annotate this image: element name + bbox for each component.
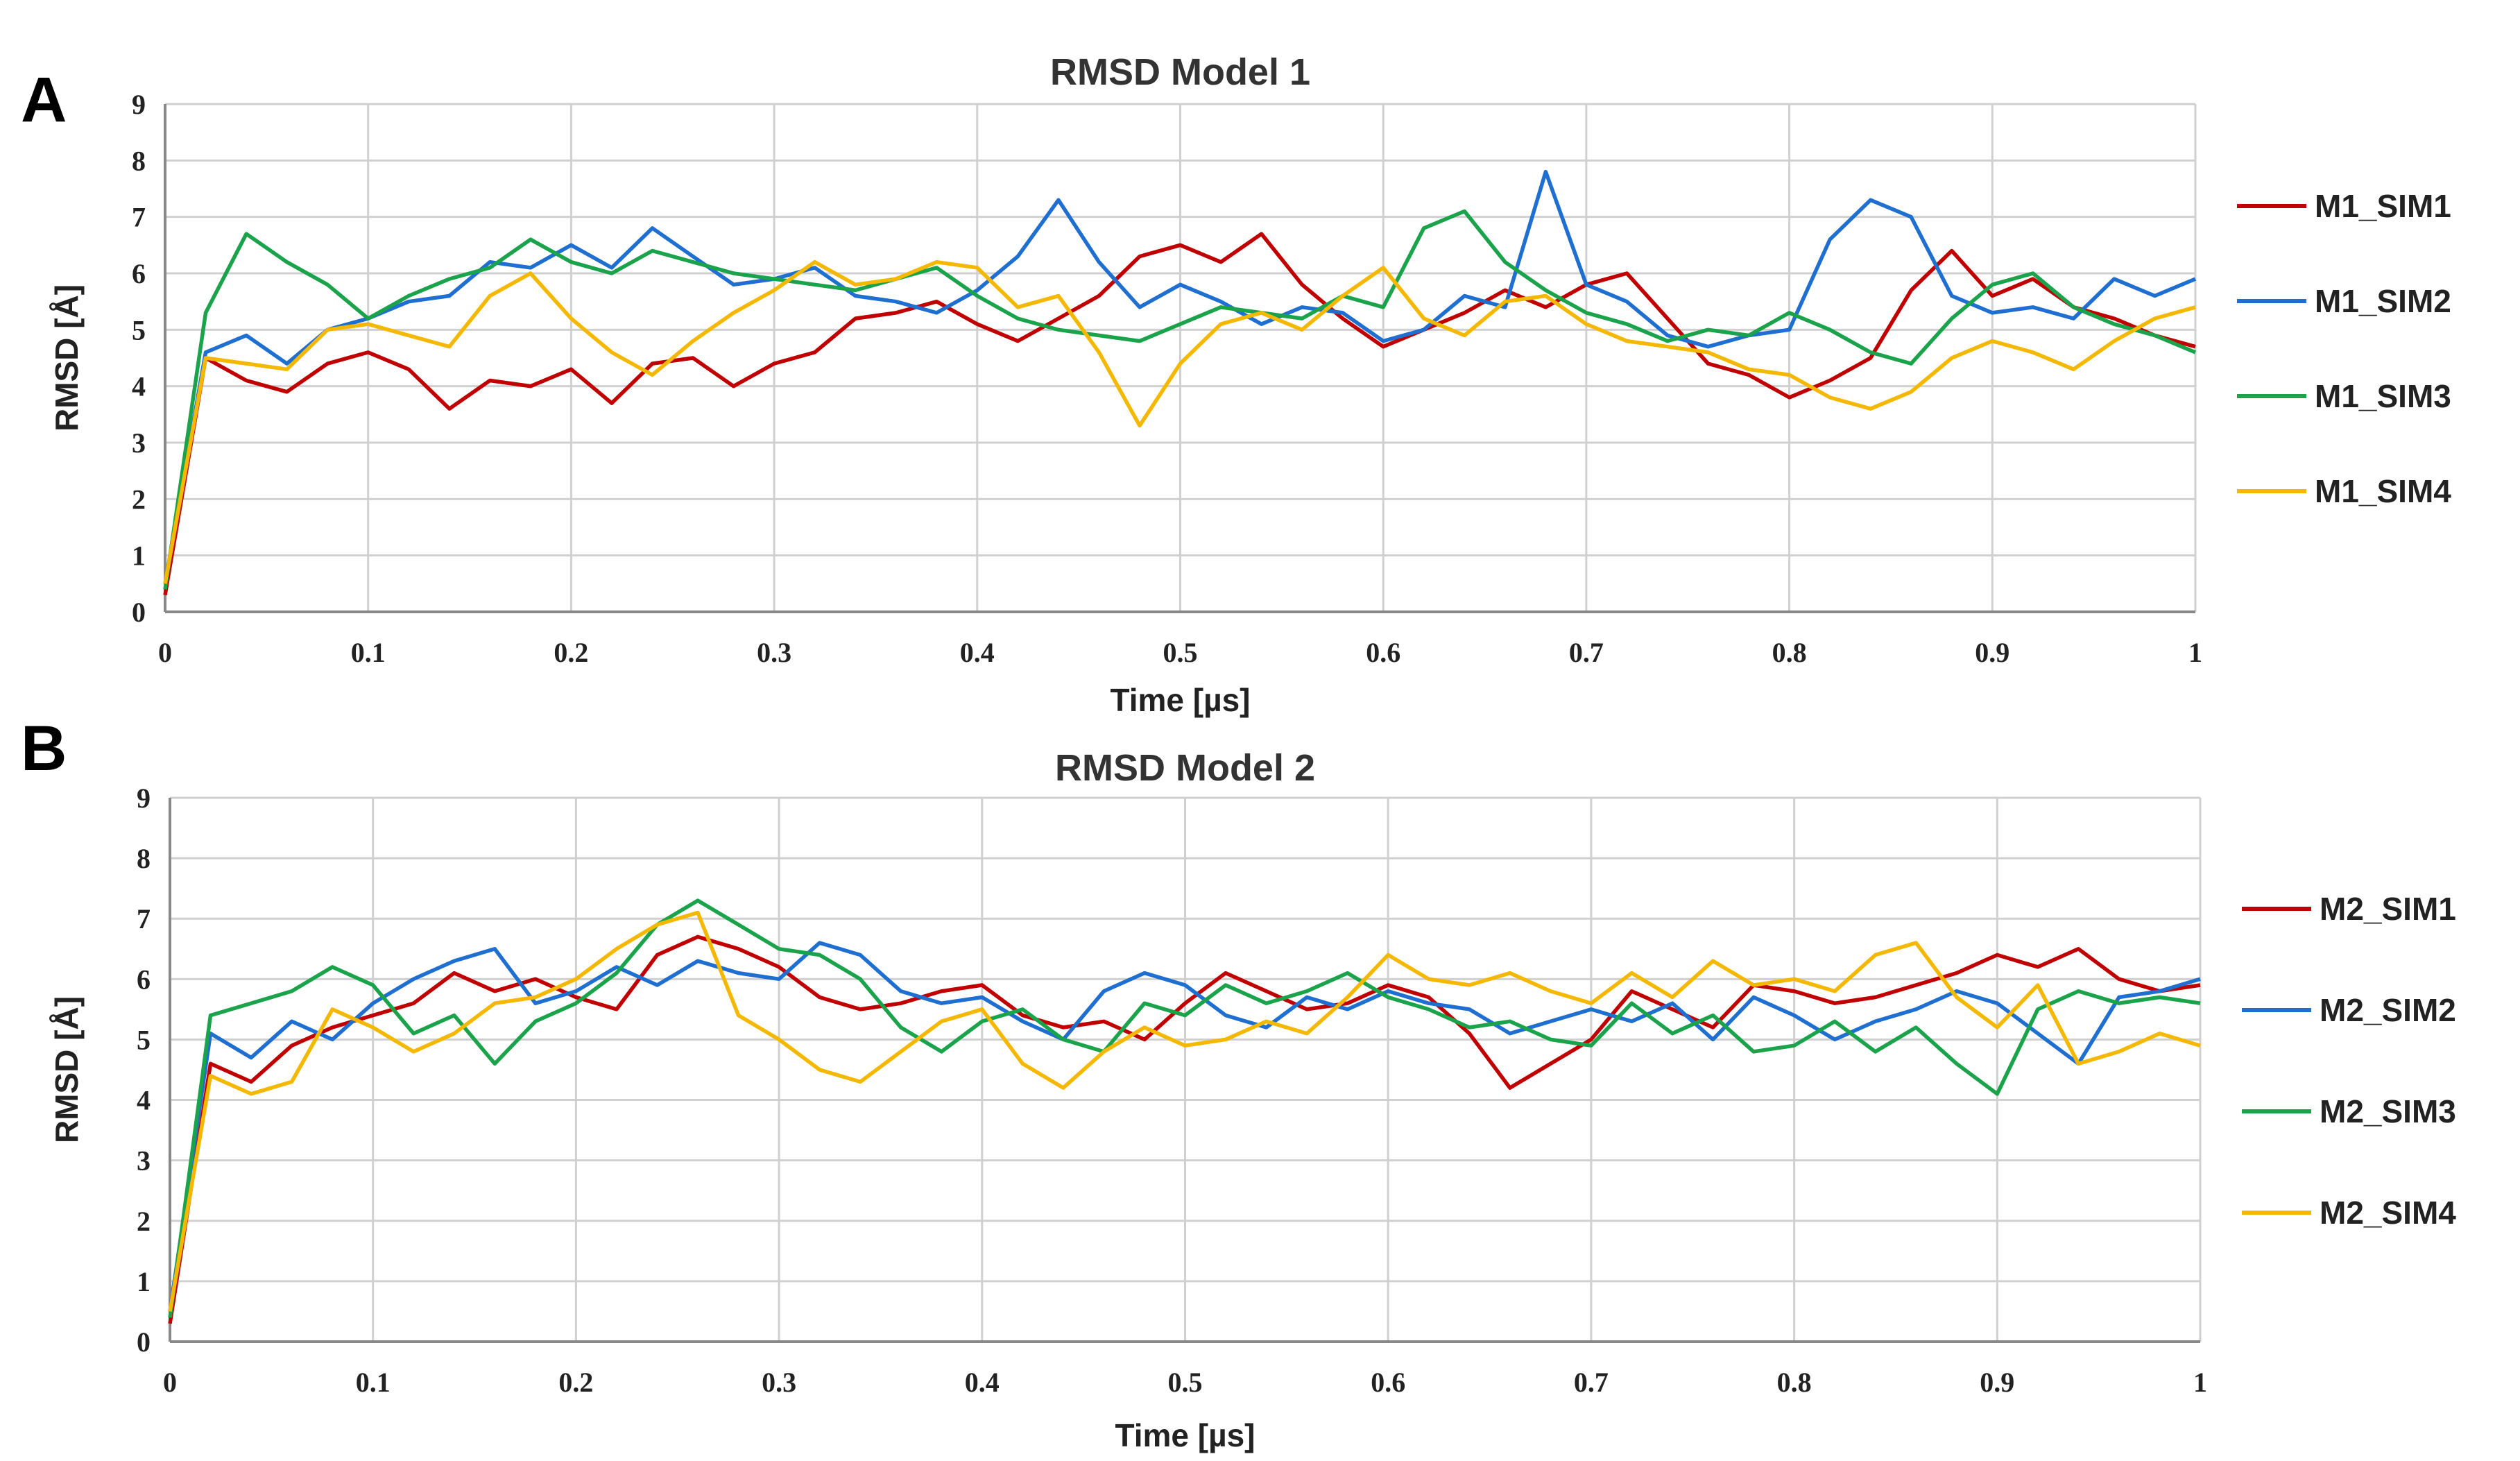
panel-b: B 0 1 2 3 4 5 6 7 8 9 0 0.1 0.2 0.3 0.4 0.5 0.6 0.7 0.8 0.9 1… — [21, 713, 2456, 1453]
x-tick-label: 0.1 — [351, 637, 386, 668]
y-tick-label: 6 — [132, 258, 146, 289]
x-axis-label: Time [µs] — [1110, 682, 1250, 718]
x-tick-label: 0 — [158, 637, 172, 668]
x-tick-label: 0.6 — [1371, 1367, 1405, 1398]
legend: M1_SIM1 M1_SIM2 M1_SIM3 M1_SIM4 — [2237, 188, 2451, 509]
x-axis-label: Time [µs] — [1115, 1417, 1255, 1453]
series-line-m2-sim3 — [168, 898, 2201, 1318]
x-tick-label: 0 — [163, 1367, 177, 1398]
x-tick-label: 0.4 — [965, 1367, 1000, 1398]
y-tick-label: 1 — [132, 540, 146, 572]
series-line-m2-sim1 — [168, 934, 2201, 1324]
panel-a: A 0 1 2 3 4 5 6 7 8 9 0 0.1 0.2 0.3 0.4 0.5 0.6 0.7 0.8 0.9 1… — [21, 51, 2451, 718]
y-tick-label: 4 — [132, 371, 146, 402]
chart-title: RMSD Model 2 — [1055, 747, 1315, 789]
panel-letter: B — [21, 713, 67, 784]
x-tick-label: 1 — [2193, 1367, 2207, 1398]
legend: M2_SIM1 M2_SIM2 M2_SIM3 M2_SIM4 — [2242, 891, 2456, 1231]
x-tick-label: 0.5 — [1163, 637, 1198, 668]
y-tick-label: 6 — [137, 964, 151, 995]
y-tick-label: 8 — [137, 843, 151, 874]
chart-title: RMSD Model 1 — [1050, 51, 1310, 93]
x-tick-label: 0.8 — [1777, 1367, 1812, 1398]
x-tick-label: 0.2 — [554, 637, 588, 668]
y-axis-label: RMSD [Å] — [49, 284, 85, 432]
x-tick-label: 0.1 — [356, 1367, 391, 1398]
x-tick-label: 0.5 — [1168, 1367, 1203, 1398]
y-tick-label: 9 — [132, 89, 146, 120]
y-tick-label: 4 — [137, 1085, 151, 1116]
series-line-m1-sim1 — [163, 232, 2196, 596]
series-line-m1-sim2 — [163, 169, 2197, 584]
x-tick-label: 0.3 — [757, 637, 791, 668]
y-tick-label: 2 — [132, 484, 146, 515]
panel-letter: A — [21, 65, 67, 135]
y-tick-label: 0 — [137, 1326, 151, 1358]
x-tick-label: 0.3 — [762, 1367, 796, 1398]
y-tick-label: 0 — [132, 597, 146, 628]
legend-label: M2_SIM4 — [2320, 1195, 2456, 1231]
legend-label: M1_SIM3 — [2315, 378, 2451, 414]
x-tick-label: 0.8 — [1772, 637, 1807, 668]
x-tick-label: 0.9 — [1975, 637, 2009, 668]
series-line-m1-sim3 — [163, 209, 2197, 590]
x-tick-label: 1 — [2188, 637, 2202, 668]
legend-label: M2_SIM2 — [2320, 992, 2456, 1028]
x-tick-label: 0.6 — [1366, 637, 1400, 668]
y-tick-label: 7 — [132, 202, 146, 233]
series-line-m1-sim4 — [163, 259, 2196, 584]
series-line-m2-sim4 — [168, 910, 2201, 1312]
x-tick-label: 0.7 — [1574, 1367, 1609, 1398]
legend-label: M1_SIM1 — [2315, 188, 2451, 224]
legend-label: M1_SIM4 — [2315, 473, 2451, 509]
legend-label: M2_SIM3 — [2320, 1093, 2456, 1129]
y-tick-label: 3 — [137, 1145, 151, 1177]
x-tick-label: 0.4 — [960, 637, 995, 668]
y-tick-label: 9 — [137, 783, 151, 814]
y-tick-label: 1 — [137, 1266, 151, 1297]
y-tick-label: 5 — [137, 1024, 151, 1055]
x-tick-label: 0.2 — [558, 1367, 593, 1398]
y-tick-label: 5 — [132, 314, 146, 345]
y-tick-label: 2 — [137, 1206, 151, 1237]
legend-label: M2_SIM1 — [2320, 891, 2456, 927]
y-axis-label: RMSD [Å] — [49, 996, 85, 1143]
x-tick-label: 0.7 — [1569, 637, 1604, 668]
y-tick-label: 7 — [137, 903, 151, 934]
x-tick-label: 0.9 — [1980, 1367, 2014, 1398]
y-tick-label: 3 — [132, 427, 146, 459]
y-tick-label: 8 — [132, 145, 146, 176]
legend-label: M1_SIM2 — [2315, 283, 2451, 319]
series-line-m2-sim2 — [168, 941, 2201, 1312]
